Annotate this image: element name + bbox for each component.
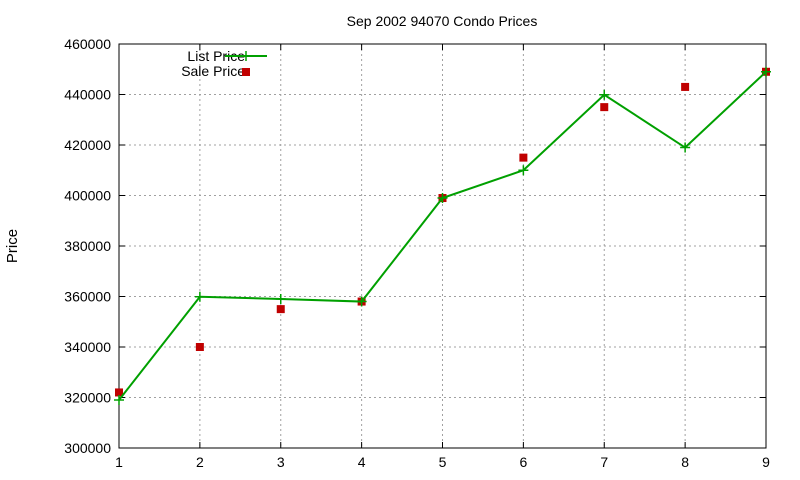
sale-price-point [681,82,690,91]
sale-price-point [519,153,528,162]
sale-price-point [195,343,204,351]
y-tick-label: 460000 [64,36,111,52]
grid [119,44,766,448]
tick-marks [118,43,767,449]
legend-marker-sale-price [242,68,250,76]
list-price-point [356,296,367,307]
x-tick-label: 5 [439,454,447,470]
legend-label-list-price: List Price [187,48,245,64]
y-tick-label: 340000 [64,339,111,355]
series-layer [114,66,771,406]
x-tick-label: 7 [600,454,608,470]
y-tick-label: 320000 [64,390,111,406]
legend: List Price Sale Price [181,48,267,79]
x-tick-label: 3 [277,454,285,470]
y-tick-label: 300000 [64,440,111,456]
x-tick-label: 2 [196,454,204,470]
list-price-point [680,142,691,153]
x-tick-label: 9 [762,454,770,470]
list-price-point [437,193,448,204]
x-tick-label: 8 [681,454,689,470]
sale-price-point [276,305,285,314]
x-tick-label: 1 [115,454,123,470]
legend-label-sale-price: Sale Price [181,63,245,79]
sale-price-point [115,388,123,397]
list-price-point [761,66,771,77]
y-tick-label: 420000 [64,137,111,153]
list-price-point [599,89,610,100]
y-axis-tick-labels: 300000 320000 340000 360000 380000 400000 4200… [64,36,111,456]
list-price-point [114,395,124,406]
y-tick-label: 380000 [64,238,111,254]
chart-title: Sep 2002 94070 Condo Prices [347,13,538,29]
sale-price-point [600,103,609,112]
list-price-point [518,165,529,176]
legend-marker-list-price [241,51,251,61]
y-tick-label: 360000 [64,289,111,305]
x-axis-tick-labels: 1 2 3 4 5 6 7 8 9 [115,454,770,470]
x-tick-label: 4 [358,454,366,470]
y-tick-label: 440000 [64,87,111,103]
list-price-point [275,294,286,305]
list-price-point [194,291,205,302]
x-tick-label: 6 [519,454,527,470]
y-axis-label: Price [4,229,21,263]
y-tick-label: 400000 [64,188,111,204]
